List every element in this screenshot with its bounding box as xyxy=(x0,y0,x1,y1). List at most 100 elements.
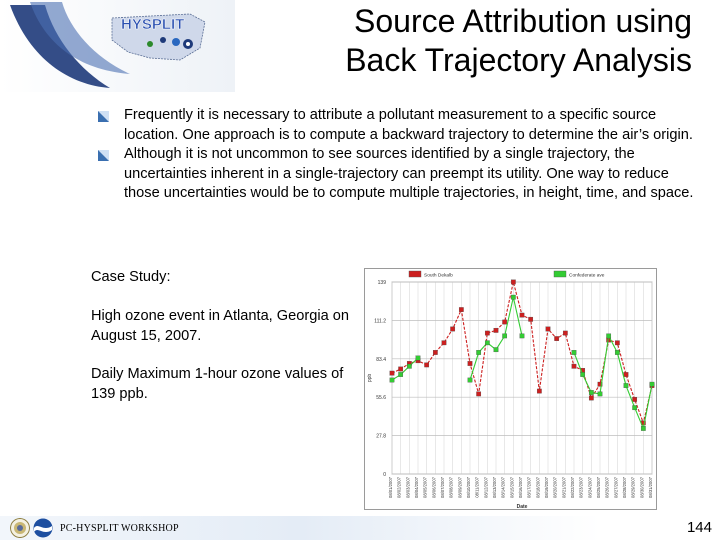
page-number: 144 xyxy=(686,519,712,536)
title-line-2: Back Trajectory Analysis xyxy=(345,42,692,78)
y-tick-label: 27.8 xyxy=(376,434,386,440)
confederate-ave-point xyxy=(519,333,525,339)
confederate-ave-point xyxy=(597,391,603,397)
confederate-ave-point xyxy=(484,340,490,346)
x-tick-label: 08/06/2007 xyxy=(431,476,436,498)
y-tick-label: 111.2 xyxy=(374,318,386,324)
x-tick-label: 08/02/2007 xyxy=(397,476,402,498)
south-dekalb-point xyxy=(519,312,525,318)
bullet-icon xyxy=(98,111,109,122)
south-dekalb-point xyxy=(614,340,620,346)
x-tick-label: 08/03/2007 xyxy=(405,476,410,498)
south-dekalb-point xyxy=(467,361,473,366)
x-tick-label: 08/15/2007 xyxy=(509,476,514,498)
doc-seal-icon xyxy=(10,518,30,538)
footer: PC-HYSPLIT WORKSHOP 144 xyxy=(0,516,720,540)
confederate-ave-point xyxy=(571,350,577,355)
confederate-ave-point xyxy=(467,377,473,383)
bullet-text: Although it is not uncommon to see sourc… xyxy=(124,146,694,201)
footer-label: PC-HYSPLIT WORKSHOP xyxy=(60,523,179,534)
bullet-text: Frequently it is necessary to attribute … xyxy=(124,107,693,143)
confederate-ave-point xyxy=(493,347,499,353)
case-study-event: High ozone event in Atlanta, Georgia on … xyxy=(91,308,349,344)
x-tick-label: 08/22/2007 xyxy=(570,476,575,498)
south-dekalb-point xyxy=(554,336,560,341)
y-axis-label: ppb xyxy=(367,374,373,383)
x-tick-label: 08/16/2007 xyxy=(518,476,523,498)
south-dekalb-point xyxy=(484,330,490,336)
ozone-chart-svg: 0 27.8 55.6 83.4 111.2 139 ppb 08/01/2007 08/02/… xyxy=(364,268,657,510)
bullet-item: Frequently it is necessary to attribute … xyxy=(96,106,696,145)
confederate-ave-point xyxy=(606,333,612,339)
x-tick-label: 08/31/2007 xyxy=(648,476,653,498)
x-tick-label: 08/05/2007 xyxy=(423,476,428,498)
x-tick-label: 08/24/2007 xyxy=(587,476,592,498)
confederate-ave-point xyxy=(398,372,404,377)
y-tick-label: 139 xyxy=(378,280,387,286)
south-dekalb-point xyxy=(623,372,629,377)
y-tick-label: 0 xyxy=(383,472,386,478)
south-dekalb-point xyxy=(458,307,464,312)
legend-label: South Dekalb xyxy=(424,273,453,279)
legend-label: Confederate ave xyxy=(569,273,605,279)
confederate-ave-point xyxy=(406,363,412,369)
confederate-ave-point xyxy=(632,405,638,411)
confederate-ave-point xyxy=(415,355,421,361)
x-tick-label: 08/21/2007 xyxy=(561,476,566,498)
south-dekalb-point xyxy=(441,340,447,346)
title-line-1: Source Attribution using xyxy=(354,3,692,39)
x-tick-label: 08/30/2007 xyxy=(639,476,644,498)
south-dekalb-point xyxy=(588,395,594,401)
x-tick-label: 08/17/2007 xyxy=(527,476,532,498)
confederate-ave-point xyxy=(502,333,508,339)
case-study-heading: Case Study: xyxy=(91,269,171,285)
x-tick-label: 08/18/2007 xyxy=(535,476,540,498)
x-tick-label: 08/25/2007 xyxy=(596,476,601,498)
confederate-ave-point xyxy=(510,294,516,300)
x-tick-label: 08/04/2007 xyxy=(414,476,419,498)
ozone-chart: 0 27.8 55.6 83.4 111.2 139 ppb 08/01/2007 08/02/… xyxy=(364,268,657,510)
south-dekalb-point xyxy=(545,326,551,332)
legend-swatch xyxy=(408,270,422,278)
south-dekalb-point xyxy=(510,279,516,285)
bullet-item: Although it is not uncommon to see sourc… xyxy=(96,145,696,204)
south-dekalb-point xyxy=(528,316,534,322)
confederate-ave-point xyxy=(476,350,482,355)
slide-title: Source Attribution using Back Trajectory… xyxy=(272,2,692,80)
x-tick-label: 08/09/2007 xyxy=(457,476,462,498)
x-tick-label: 08/08/2007 xyxy=(449,476,454,498)
confederate-ave-point xyxy=(588,390,594,395)
confederate-ave-point xyxy=(623,383,629,388)
south-dekalb-point xyxy=(476,391,482,397)
south-dekalb-point xyxy=(502,319,508,325)
bullet-icon xyxy=(98,150,109,161)
confederate-ave-point xyxy=(580,372,586,377)
south-dekalb-point xyxy=(632,397,638,402)
x-tick-label: 08/11/2007 xyxy=(475,476,480,497)
south-dekalb-point xyxy=(450,326,456,332)
south-dekalb-point xyxy=(571,363,577,369)
south-dekalb-point xyxy=(424,362,430,368)
south-dekalb-point xyxy=(562,330,568,336)
x-tick-label: 08/29/2007 xyxy=(631,476,636,498)
legend-swatch xyxy=(553,270,567,278)
confederate-ave-point xyxy=(614,350,620,355)
x-tick-label: 08/13/2007 xyxy=(492,476,497,498)
confederate-ave-point xyxy=(640,426,646,431)
south-dekalb-point xyxy=(398,366,404,372)
noaa-logo-icon xyxy=(33,518,53,538)
x-tick-label: 08/26/2007 xyxy=(605,476,610,498)
confederate-ave-point xyxy=(389,377,395,383)
x-tick-label: 08/12/2007 xyxy=(483,476,488,498)
x-tick-label: 08/14/2007 xyxy=(501,476,506,498)
x-tick-label: 08/01/2007 xyxy=(388,476,393,498)
x-tick-label: 08/19/2007 xyxy=(544,476,549,498)
footer-band xyxy=(0,516,600,540)
x-tick-label: 08/10/2007 xyxy=(466,476,471,498)
south-dekalb-point xyxy=(493,327,499,333)
x-tick-label: 08/27/2007 xyxy=(613,476,618,498)
hysplit-logo: HYSPLIT xyxy=(0,0,235,92)
confederate-ave-point xyxy=(649,381,655,387)
bullet-list: Frequently it is necessary to attribute … xyxy=(96,106,696,204)
south-dekalb-point xyxy=(432,350,438,355)
